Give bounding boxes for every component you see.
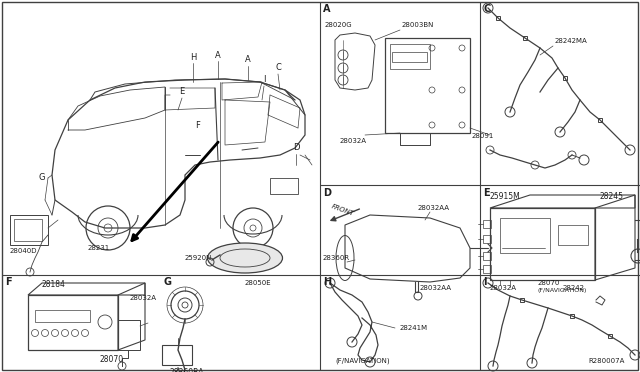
Text: A: A <box>215 51 221 60</box>
Ellipse shape <box>207 243 282 273</box>
Text: I: I <box>483 277 486 287</box>
Text: E: E <box>483 188 490 198</box>
Text: A: A <box>245 55 251 64</box>
Text: 28070: 28070 <box>538 280 561 286</box>
Bar <box>392 52 427 62</box>
Text: H: H <box>323 277 331 287</box>
Text: G: G <box>163 277 171 287</box>
Text: 28070: 28070 <box>100 355 124 364</box>
Text: 28242: 28242 <box>563 285 585 291</box>
Bar <box>483 235 491 243</box>
Text: F: F <box>196 121 200 129</box>
Text: D: D <box>292 144 300 153</box>
Text: C: C <box>483 4 490 14</box>
Text: 28184: 28184 <box>42 280 66 289</box>
Bar <box>483 265 491 273</box>
Bar <box>390 44 430 69</box>
Text: 28032AA: 28032AA <box>420 285 452 291</box>
Text: 28241M: 28241M <box>400 325 428 331</box>
Bar <box>500 218 550 253</box>
Bar <box>28 295 118 350</box>
Text: I: I <box>263 76 265 84</box>
Bar <box>558 225 588 245</box>
Text: 28032A: 28032A <box>130 295 157 301</box>
Bar <box>162 345 192 365</box>
Text: 28231: 28231 <box>88 245 110 251</box>
Text: 28040D: 28040D <box>10 248 38 254</box>
Bar <box>10 215 48 245</box>
Text: 28245: 28245 <box>600 192 624 201</box>
Text: H: H <box>190 54 196 62</box>
Text: FRONT: FRONT <box>330 203 355 217</box>
Bar <box>118 320 140 350</box>
Text: A: A <box>323 4 330 14</box>
Text: R280007A: R280007A <box>589 358 625 364</box>
Text: 25915M: 25915M <box>490 192 521 201</box>
Text: 28360R: 28360R <box>323 255 350 261</box>
Text: E: E <box>179 87 184 96</box>
Bar <box>490 208 595 280</box>
Bar <box>385 38 470 133</box>
Text: F: F <box>5 277 12 287</box>
Text: C: C <box>275 64 281 73</box>
Bar <box>483 220 491 228</box>
Text: 28020G: 28020G <box>325 22 353 28</box>
Text: D: D <box>323 188 331 198</box>
Text: 28242MA: 28242MA <box>555 38 588 44</box>
Text: (F/NAVIGATION): (F/NAVIGATION) <box>335 358 390 365</box>
Text: 28050E: 28050E <box>245 280 271 286</box>
Text: 28032AA: 28032AA <box>418 205 450 211</box>
Text: 28032A: 28032A <box>340 138 367 144</box>
Text: G: G <box>39 173 45 183</box>
Bar <box>14 219 42 241</box>
Text: 28032A: 28032A <box>490 285 517 291</box>
Text: 25920N: 25920N <box>185 255 212 261</box>
Bar <box>483 252 491 260</box>
Bar <box>35 310 90 322</box>
Bar <box>270 178 298 194</box>
Text: (F/NAVIGATION): (F/NAVIGATION) <box>538 288 588 293</box>
Text: 28091: 28091 <box>472 133 494 139</box>
Text: 28003BN: 28003BN <box>402 22 435 28</box>
Text: 28360RA: 28360RA <box>170 368 205 372</box>
